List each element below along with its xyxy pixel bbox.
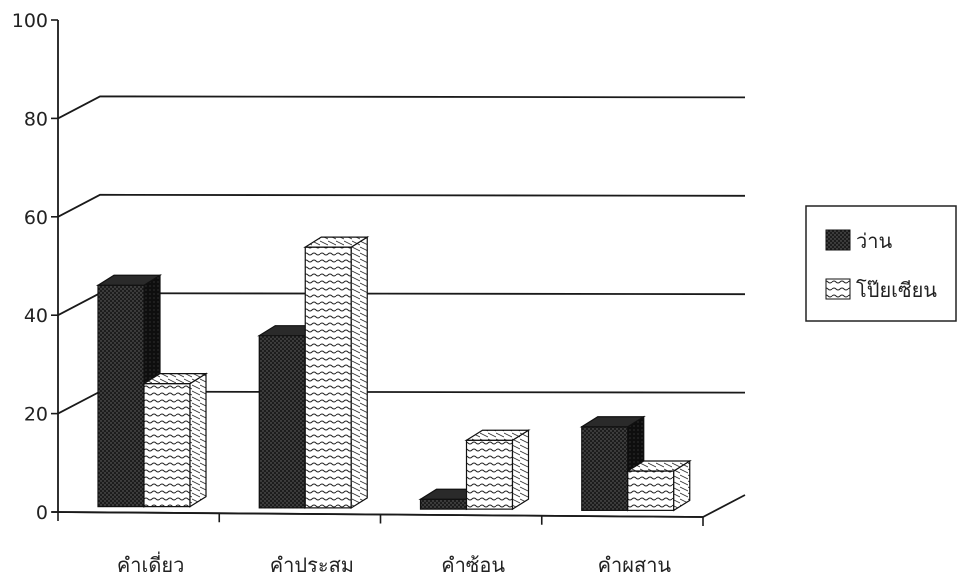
y-tick-label: 0 xyxy=(36,502,48,524)
bar-1-1 xyxy=(303,236,370,509)
legend-swatch-1 xyxy=(825,278,851,300)
x-tick-label: คำเดี่ยว xyxy=(117,551,184,577)
x-tick-label: คำผสาน xyxy=(598,553,672,577)
y-tick-label: 60 xyxy=(24,207,48,229)
gridline xyxy=(57,292,746,316)
legend: ว่าน โป๊ยเซียน xyxy=(805,205,957,322)
category-labels: คำเดี่ยว คำประสม คำซ้อน คำผสาน xyxy=(117,551,671,577)
gridlines xyxy=(57,95,746,415)
y-tick-label: 20 xyxy=(24,404,48,426)
gridline xyxy=(57,95,746,120)
gridline xyxy=(57,193,746,218)
bar-1-2 xyxy=(464,429,531,511)
legend-label-1: โป๊ยเซียน xyxy=(856,278,937,302)
bar-1-3 xyxy=(625,459,692,512)
bars xyxy=(95,236,692,512)
x-tick-label: คำซ้อน xyxy=(441,553,505,577)
legend-swatch-0 xyxy=(825,229,851,251)
y-tick-label: 80 xyxy=(24,108,48,130)
y-tick-label: 40 xyxy=(24,305,48,327)
legend-label-0: ว่าน xyxy=(856,229,892,253)
x-tick-label: คำประสม xyxy=(270,553,354,577)
y-tick-label: 100 xyxy=(12,10,48,32)
legend-box xyxy=(805,205,957,322)
axes: 0 20 40 60 80 100 xyxy=(12,10,746,526)
bar-1-0 xyxy=(141,372,209,508)
bar-0-1 xyxy=(257,324,324,509)
x-axis xyxy=(51,511,704,518)
